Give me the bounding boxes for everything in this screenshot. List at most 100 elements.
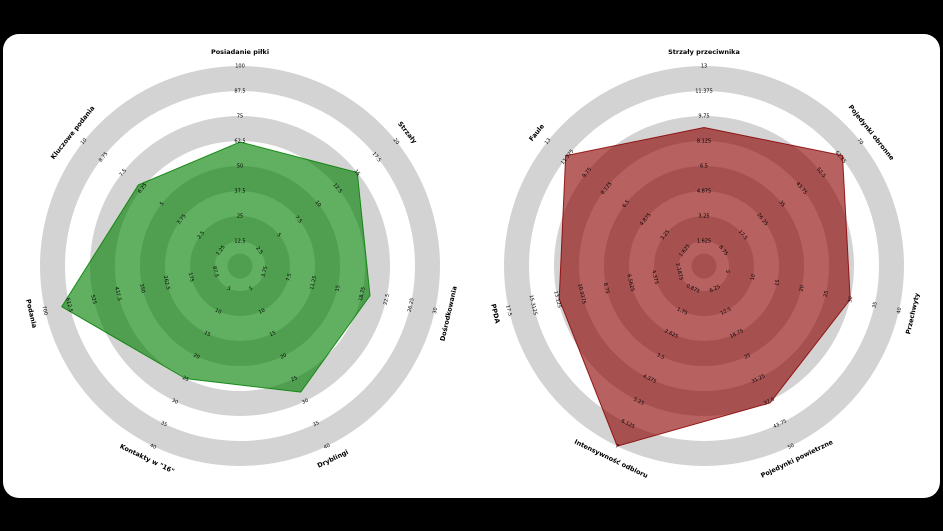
- radar-tick-label: 25: [181, 375, 189, 383]
- radar-param-label: Dryblingi: [316, 448, 350, 470]
- radar-tick-label: 43.75: [772, 418, 788, 430]
- radar-tick-label: 35: [871, 301, 878, 309]
- radar-tick-label: 262.5: [161, 275, 170, 290]
- radar-tick-label: 525: [89, 294, 97, 305]
- radar-param-label: PPDA: [489, 303, 501, 324]
- radar-param-label: Podania: [24, 298, 38, 329]
- radar-tick-label: 22.5: [382, 293, 390, 305]
- radar-tick-label: 2.625: [663, 328, 679, 340]
- radar-tick-label: 10: [313, 200, 322, 209]
- radar-tick-label: 17.5: [504, 305, 512, 317]
- radar-tick-label: 18.75: [729, 328, 745, 340]
- radar-tick-label: 35: [159, 420, 167, 428]
- radar-tick-label: 6.5: [621, 199, 631, 209]
- radar-tick-label: 25: [290, 375, 298, 383]
- radar-tick-label: 5.25: [632, 397, 645, 407]
- radar-tick-label: 7: [614, 443, 619, 450]
- radar-tick-label: 10: [79, 137, 88, 146]
- right-radar-svg: 1.625 3.25 4.875 6.5 8.125 9.75 11.375 13 Strzał…: [489, 48, 921, 480]
- radar-tick-label: 15.3125: [527, 294, 537, 316]
- radar-param-label: Przechwyty: [904, 291, 921, 335]
- radar-tick-label: 350: [137, 283, 145, 294]
- radar-tick-label: 87.5: [210, 266, 218, 278]
- radar-tick-label: 37.5: [763, 397, 776, 407]
- radar-tick-label: 10.9375: [576, 283, 586, 305]
- radar-value-polygon: [60, 141, 371, 393]
- left-radar-svg: 12.5 25 37.5 50 62.5 75 87.5 100 Posiadanie piłk…: [24, 48, 459, 475]
- radar-tick-label: 5: [725, 269, 732, 273]
- radar-tick-label: 10: [749, 273, 756, 281]
- radar-tick-label: 2.5: [196, 230, 206, 240]
- radar-tick-label: 30: [170, 398, 178, 406]
- radar-value-polygon: [558, 127, 851, 447]
- radar-tick-label: 4.375: [641, 373, 657, 385]
- radar-tick-label: 20: [279, 353, 287, 361]
- radar-tick-label: 11.375: [695, 89, 713, 95]
- radar-tick-label: 18.75: [357, 286, 366, 301]
- radar-tick-label: 5: [158, 201, 165, 207]
- radar-tick-label: 11.25: [309, 275, 318, 290]
- radar-tick-label: 30: [301, 398, 309, 406]
- radar-tick-label: 9.75: [698, 114, 709, 120]
- radar-tick-label: 7.5: [293, 215, 303, 225]
- radar-tick-label: 6.5: [700, 164, 708, 170]
- radar-chart-right: 1.625 3.25 4.875 6.5 8.125 9.75 11.375 13 Strzał…: [472, 34, 936, 498]
- radar-tick-label: 50: [786, 443, 794, 451]
- radar-param-label: Dośrodkowania: [438, 285, 458, 342]
- radar-tick-label: 10: [257, 308, 265, 316]
- radar-tick-label: 8.75: [97, 151, 109, 163]
- radar-tick-label: 12.5: [234, 239, 245, 245]
- radar-tick-label: 87.5: [234, 89, 245, 95]
- radar-tick-label: 100: [235, 64, 245, 70]
- radar-tick-label: 612.5: [64, 297, 73, 312]
- radar-canvas-card: 12.5 25 37.5 50 62.5 75 87.5 100 Posiadanie piłk…: [3, 34, 940, 498]
- radar-tick-label: 3.75: [260, 266, 268, 278]
- radar-tick-label: 40: [895, 307, 902, 315]
- radar-tick-label: 75: [236, 114, 242, 120]
- radar-tick-label: 3.25: [698, 214, 709, 220]
- radar-tick-label: 10: [213, 308, 221, 316]
- radar-tick-label: 700: [40, 305, 48, 316]
- radar-tick-label: 25: [236, 214, 242, 220]
- radar-tick-label: 13.125: [552, 290, 562, 308]
- radar-tick-label: 7.5: [118, 168, 128, 178]
- radar-tick-label: 15: [334, 285, 341, 293]
- radar-tick-label: 8.75: [601, 282, 609, 294]
- radar-tick-label: 35: [312, 420, 320, 428]
- radar-tick-label: 6.25: [136, 182, 148, 194]
- radar-tick-label: 17.5: [370, 151, 382, 163]
- radar-tick-label: 2.5: [254, 246, 264, 256]
- radar-tick-label: 8.125: [696, 139, 710, 145]
- radar-param-label: Faule: [527, 122, 546, 143]
- radar-tick-label: 12.5: [331, 182, 343, 194]
- radar-tick-label: 15: [352, 168, 361, 177]
- radar-tick-label: 3.5: [655, 352, 665, 361]
- radar-tick-label: 40: [148, 443, 156, 451]
- radar-tick-label: 31.25: [750, 373, 766, 385]
- radar-chart-left: 12.5 25 37.5 50 62.5 75 87.5 100 Posiadanie piłk…: [8, 34, 472, 498]
- radar-tick-label: 20: [391, 137, 400, 146]
- radar-tick-label: 13: [700, 64, 706, 70]
- radar-param-label: Posiadanie piłki: [210, 48, 268, 56]
- radar-tick-label: 40: [322, 443, 330, 451]
- radar-tick-label: 20: [798, 285, 805, 293]
- radar-tick-label: 20: [192, 353, 200, 361]
- radar-tick-label: 1.25: [215, 245, 227, 257]
- radar-tick-label: 13: [543, 137, 552, 146]
- radar-tick-label: 9.75: [581, 167, 593, 179]
- radar-tick-label: 25: [743, 353, 751, 361]
- radar-tick-label: 30: [431, 307, 438, 315]
- radar-tick-label: 62.5: [234, 139, 245, 145]
- radar-tick-label: 17.5: [736, 229, 748, 241]
- radar-tick-label: 26.25: [406, 297, 415, 312]
- radar-tick-label: 4.375: [650, 270, 659, 285]
- radar-tick-label: 6.125: [620, 418, 636, 430]
- radar-tick-label: 50: [236, 164, 242, 170]
- radar-tick-label: 15: [203, 330, 211, 338]
- radar-tick-label: 437.5: [113, 286, 122, 301]
- radar-tick-label: 3.25: [659, 229, 671, 241]
- radar-tick-label: 3.75: [176, 213, 188, 225]
- radar-param-label: Strzały przeciwnika: [668, 48, 740, 56]
- radar-tick-label: 12.5: [719, 306, 732, 316]
